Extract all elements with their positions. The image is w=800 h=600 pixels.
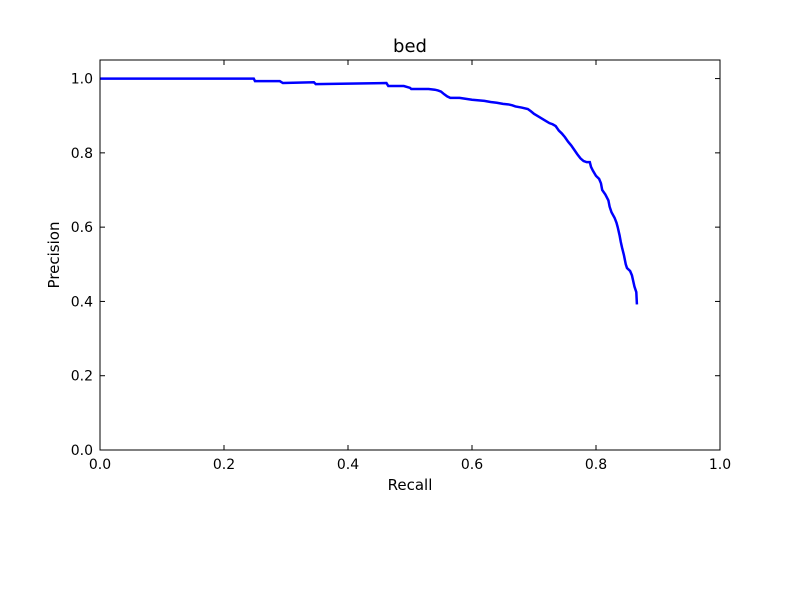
y-tick-label: 0.8 — [71, 146, 93, 162]
x-axis-label: Recall — [388, 476, 433, 494]
series-layer — [100, 77, 639, 305]
x-tick-label: 0.2 — [213, 457, 235, 473]
tick-labels: 0.0 0.2 0.4 0.6 0.8 1.0 0.0 0.2 0.4 0.6 0.8 1.0 — [71, 72, 731, 473]
y-tick-label: 0.6 — [71, 220, 93, 236]
x-tick-label: 0.4 — [337, 457, 359, 473]
y-tick-label: 0.2 — [71, 369, 93, 385]
x-tick-label: 0.0 — [89, 457, 111, 473]
plot-frame — [99, 59, 721, 451]
y-axis-label: Precision — [45, 222, 63, 289]
x-tick-label: 1.0 — [709, 457, 731, 473]
x-tick-label: 0.8 — [585, 457, 607, 473]
plot-area — [100, 60, 720, 450]
x-tick-label: 0.6 — [461, 457, 483, 473]
y-tick-label: 0.4 — [71, 294, 93, 310]
y-tick-label: 0.0 — [71, 443, 93, 459]
y-tick-label: 1.0 — [71, 72, 93, 88]
precision-recall-line — [100, 77, 639, 305]
chart-title: bed — [393, 36, 427, 57]
